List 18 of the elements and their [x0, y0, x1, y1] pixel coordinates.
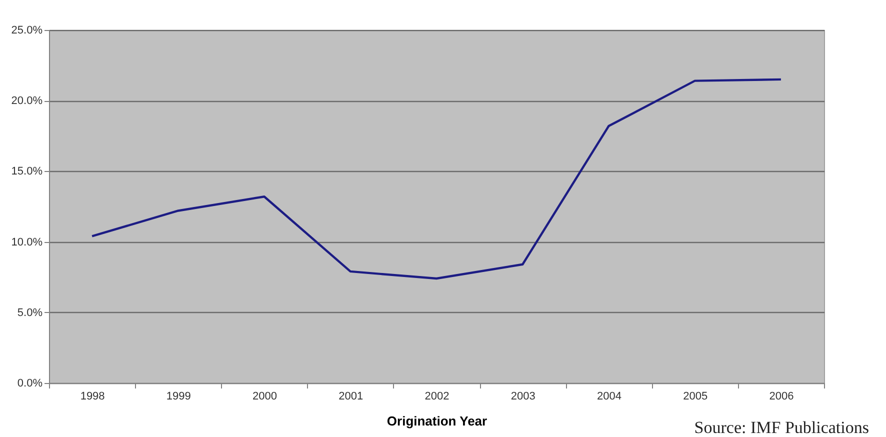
x-tick-label: 1998 [80, 390, 105, 402]
y-tick-label: 10.0% [11, 236, 43, 248]
source-note: Source: IMF Publications [694, 418, 869, 437]
y-tick-label: 5.0% [17, 306, 43, 319]
x-tick-label: 2001 [338, 390, 364, 402]
x-tick-label: 2002 [424, 390, 450, 402]
y-tick-label: 0.0% [17, 378, 43, 390]
line-series [90, 78, 782, 280]
x-tick-label: 2003 [510, 390, 536, 402]
y-tick-label: 15.0% [11, 166, 43, 178]
x-tick-label: 2006 [769, 390, 794, 402]
x-axis-title: Origination Year [386, 414, 488, 428]
y-tick-label: 25.0% [11, 24, 43, 36]
x-tick-label: 2005 [683, 390, 708, 402]
x-tick-label: 1999 [166, 390, 191, 402]
x-tick-label: 2004 [596, 390, 622, 402]
y-tick-label: 20.0% [11, 95, 43, 108]
x-tick-label: 2000 [252, 390, 278, 402]
